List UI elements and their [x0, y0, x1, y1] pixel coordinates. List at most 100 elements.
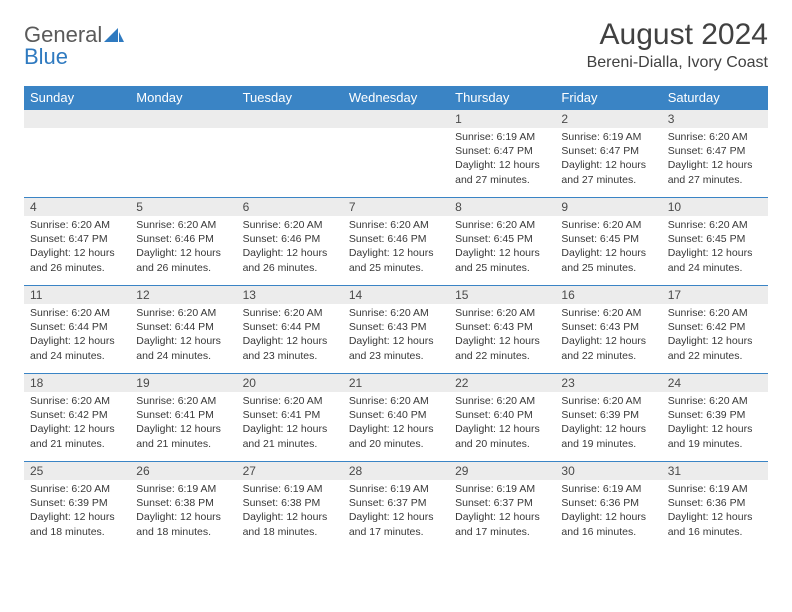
- calendar-cell: 11Sunrise: 6:20 AMSunset: 6:44 PMDayligh…: [24, 285, 130, 373]
- day-number: 20: [237, 373, 343, 392]
- day-content: Sunrise: 6:20 AMSunset: 6:41 PMDaylight:…: [130, 392, 236, 455]
- header: General Blue August 2024 Bereni-Dialla, …: [24, 18, 768, 72]
- calendar-cell: 29Sunrise: 6:19 AMSunset: 6:37 PMDayligh…: [449, 461, 555, 549]
- brand-logo: General Blue: [24, 24, 124, 68]
- day-number: 22: [449, 373, 555, 392]
- day-content: Sunrise: 6:20 AMSunset: 6:42 PMDaylight:…: [662, 304, 768, 367]
- day-content: Sunrise: 6:20 AMSunset: 6:47 PMDaylight:…: [662, 128, 768, 191]
- day-number: 25: [24, 461, 130, 480]
- day-number: 3: [662, 109, 768, 128]
- day-number: 31: [662, 461, 768, 480]
- day-content: Sunrise: 6:19 AMSunset: 6:47 PMDaylight:…: [449, 128, 555, 191]
- calendar-cell: 15Sunrise: 6:20 AMSunset: 6:43 PMDayligh…: [449, 285, 555, 373]
- day-content: Sunrise: 6:19 AMSunset: 6:38 PMDaylight:…: [130, 480, 236, 543]
- calendar-cell: 18Sunrise: 6:20 AMSunset: 6:42 PMDayligh…: [24, 373, 130, 461]
- day-number: [343, 109, 449, 128]
- day-content: Sunrise: 6:20 AMSunset: 6:46 PMDaylight:…: [237, 216, 343, 279]
- day-content: Sunrise: 6:19 AMSunset: 6:37 PMDaylight:…: [449, 480, 555, 543]
- day-number: 17: [662, 285, 768, 304]
- day-number: 28: [343, 461, 449, 480]
- logo-sail-icon: [104, 24, 124, 46]
- day-content: Sunrise: 6:20 AMSunset: 6:42 PMDaylight:…: [24, 392, 130, 455]
- day-header-row: SundayMondayTuesdayWednesdayThursdayFrid…: [24, 86, 768, 109]
- title-block: August 2024 Bereni-Dialla, Ivory Coast: [587, 18, 768, 72]
- calendar-cell: 30Sunrise: 6:19 AMSunset: 6:36 PMDayligh…: [555, 461, 661, 549]
- calendar-week: 1Sunrise: 6:19 AMSunset: 6:47 PMDaylight…: [24, 109, 768, 197]
- calendar-cell: 23Sunrise: 6:20 AMSunset: 6:39 PMDayligh…: [555, 373, 661, 461]
- calendar-cell: 28Sunrise: 6:19 AMSunset: 6:37 PMDayligh…: [343, 461, 449, 549]
- day-content: Sunrise: 6:20 AMSunset: 6:45 PMDaylight:…: [555, 216, 661, 279]
- day-number: 21: [343, 373, 449, 392]
- day-content: Sunrise: 6:20 AMSunset: 6:39 PMDaylight:…: [555, 392, 661, 455]
- day-number: 2: [555, 109, 661, 128]
- day-number: 24: [662, 373, 768, 392]
- day-content: Sunrise: 6:19 AMSunset: 6:36 PMDaylight:…: [555, 480, 661, 543]
- calendar-week: 11Sunrise: 6:20 AMSunset: 6:44 PMDayligh…: [24, 285, 768, 373]
- calendar-cell: 26Sunrise: 6:19 AMSunset: 6:38 PMDayligh…: [130, 461, 236, 549]
- day-content: Sunrise: 6:20 AMSunset: 6:44 PMDaylight:…: [130, 304, 236, 367]
- day-number: 19: [130, 373, 236, 392]
- calendar-cell: [24, 109, 130, 197]
- day-number: 29: [449, 461, 555, 480]
- day-content: [24, 128, 130, 134]
- calendar-cell: 24Sunrise: 6:20 AMSunset: 6:39 PMDayligh…: [662, 373, 768, 461]
- calendar-cell: 13Sunrise: 6:20 AMSunset: 6:44 PMDayligh…: [237, 285, 343, 373]
- calendar-cell: [343, 109, 449, 197]
- day-content: [130, 128, 236, 134]
- day-number: 10: [662, 197, 768, 216]
- day-number: 14: [343, 285, 449, 304]
- day-header: Friday: [555, 86, 661, 109]
- day-number: 27: [237, 461, 343, 480]
- calendar-cell: 20Sunrise: 6:20 AMSunset: 6:41 PMDayligh…: [237, 373, 343, 461]
- calendar-cell: 2Sunrise: 6:19 AMSunset: 6:47 PMDaylight…: [555, 109, 661, 197]
- calendar-cell: 31Sunrise: 6:19 AMSunset: 6:36 PMDayligh…: [662, 461, 768, 549]
- day-number: 1: [449, 109, 555, 128]
- calendar-cell: 19Sunrise: 6:20 AMSunset: 6:41 PMDayligh…: [130, 373, 236, 461]
- calendar-cell: 22Sunrise: 6:20 AMSunset: 6:40 PMDayligh…: [449, 373, 555, 461]
- day-number: 7: [343, 197, 449, 216]
- calendar-week: 25Sunrise: 6:20 AMSunset: 6:39 PMDayligh…: [24, 461, 768, 549]
- calendar-cell: 14Sunrise: 6:20 AMSunset: 6:43 PMDayligh…: [343, 285, 449, 373]
- brand-text: General Blue: [24, 24, 124, 68]
- calendar-cell: 6Sunrise: 6:20 AMSunset: 6:46 PMDaylight…: [237, 197, 343, 285]
- day-number: [130, 109, 236, 128]
- calendar-cell: [237, 109, 343, 197]
- day-content: Sunrise: 6:19 AMSunset: 6:47 PMDaylight:…: [555, 128, 661, 191]
- day-content: Sunrise: 6:20 AMSunset: 6:41 PMDaylight:…: [237, 392, 343, 455]
- day-header: Tuesday: [237, 86, 343, 109]
- day-number: 15: [449, 285, 555, 304]
- calendar-body: 1Sunrise: 6:19 AMSunset: 6:47 PMDaylight…: [24, 109, 768, 549]
- calendar-cell: 5Sunrise: 6:20 AMSunset: 6:46 PMDaylight…: [130, 197, 236, 285]
- calendar-cell: 4Sunrise: 6:20 AMSunset: 6:47 PMDaylight…: [24, 197, 130, 285]
- calendar-week: 18Sunrise: 6:20 AMSunset: 6:42 PMDayligh…: [24, 373, 768, 461]
- day-content: Sunrise: 6:20 AMSunset: 6:44 PMDaylight:…: [24, 304, 130, 367]
- calendar-cell: 21Sunrise: 6:20 AMSunset: 6:40 PMDayligh…: [343, 373, 449, 461]
- day-content: Sunrise: 6:20 AMSunset: 6:46 PMDaylight:…: [130, 216, 236, 279]
- brand-part2: Blue: [24, 44, 68, 69]
- day-content: Sunrise: 6:19 AMSunset: 6:37 PMDaylight:…: [343, 480, 449, 543]
- day-content: Sunrise: 6:20 AMSunset: 6:40 PMDaylight:…: [343, 392, 449, 455]
- day-number: 18: [24, 373, 130, 392]
- calendar-cell: 3Sunrise: 6:20 AMSunset: 6:47 PMDaylight…: [662, 109, 768, 197]
- day-number: 30: [555, 461, 661, 480]
- day-content: Sunrise: 6:20 AMSunset: 6:43 PMDaylight:…: [449, 304, 555, 367]
- day-number: 26: [130, 461, 236, 480]
- day-number: 23: [555, 373, 661, 392]
- day-content: Sunrise: 6:20 AMSunset: 6:39 PMDaylight:…: [662, 392, 768, 455]
- day-number: 6: [237, 197, 343, 216]
- day-content: Sunrise: 6:20 AMSunset: 6:39 PMDaylight:…: [24, 480, 130, 543]
- day-content: Sunrise: 6:20 AMSunset: 6:40 PMDaylight:…: [449, 392, 555, 455]
- day-content: Sunrise: 6:20 AMSunset: 6:44 PMDaylight:…: [237, 304, 343, 367]
- calendar-cell: 8Sunrise: 6:20 AMSunset: 6:45 PMDaylight…: [449, 197, 555, 285]
- calendar-cell: 10Sunrise: 6:20 AMSunset: 6:45 PMDayligh…: [662, 197, 768, 285]
- page-title: August 2024: [587, 18, 768, 52]
- day-content: Sunrise: 6:19 AMSunset: 6:38 PMDaylight:…: [237, 480, 343, 543]
- day-header: Saturday: [662, 86, 768, 109]
- day-content: Sunrise: 6:20 AMSunset: 6:45 PMDaylight:…: [449, 216, 555, 279]
- day-content: Sunrise: 6:20 AMSunset: 6:45 PMDaylight:…: [662, 216, 768, 279]
- day-content: Sunrise: 6:20 AMSunset: 6:43 PMDaylight:…: [555, 304, 661, 367]
- page-subtitle: Bereni-Dialla, Ivory Coast: [587, 54, 768, 72]
- calendar-cell: 17Sunrise: 6:20 AMSunset: 6:42 PMDayligh…: [662, 285, 768, 373]
- calendar-cell: 1Sunrise: 6:19 AMSunset: 6:47 PMDaylight…: [449, 109, 555, 197]
- calendar-cell: 16Sunrise: 6:20 AMSunset: 6:43 PMDayligh…: [555, 285, 661, 373]
